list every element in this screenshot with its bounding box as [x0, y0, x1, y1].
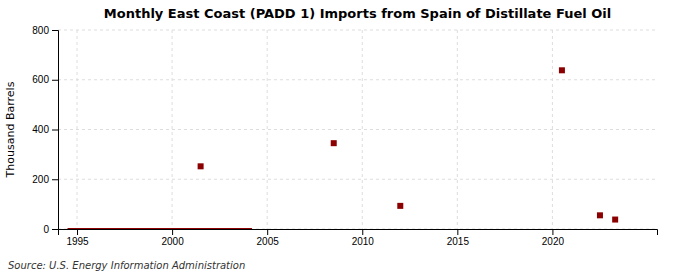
y-tick-label: 600 — [32, 74, 49, 85]
point — [397, 203, 403, 209]
y-tick-label: 400 — [32, 124, 49, 135]
x-grid-line — [267, 30, 268, 229]
x-grid-line — [172, 30, 173, 229]
y-tick: 800 — [32, 25, 58, 36]
x-tick-mark — [77, 229, 78, 235]
x-tick-mark — [552, 229, 553, 235]
chart: 1995 2000 2005 2010 2015 2020 0 200 400 600 800 Mon… — [0, 0, 675, 275]
title: Monthly East Coast (PADD 1) Imports from… — [104, 6, 611, 21]
x-tick: 1995 — [66, 229, 89, 247]
x-grid-line — [77, 30, 78, 229]
x-tick: 2015 — [447, 229, 470, 247]
y-axis-label: Thousand Barrels — [4, 81, 17, 178]
x-tick-label: 2010 — [352, 236, 375, 247]
source-note: Source: U.S. Energy Information Administ… — [8, 260, 245, 271]
plot-area: 1995 2000 2005 2010 2015 2020 0 200 400 600 800 — [32, 25, 657, 247]
x-tick: 2010 — [352, 229, 375, 247]
y-tick: 200 — [32, 174, 58, 185]
line — [68, 228, 252, 229]
x-grid-line — [552, 30, 553, 229]
y-grid-line — [58, 179, 657, 180]
y-grid-line — [58, 30, 657, 31]
x-tick: 2005 — [257, 229, 280, 247]
y-tick: 400 — [32, 124, 58, 135]
points — [198, 67, 619, 222]
y-tick-label: 800 — [32, 25, 49, 36]
x-tick-mark — [172, 229, 173, 235]
x-tick-label: 2000 — [161, 236, 184, 247]
grid — [58, 30, 657, 229]
y-axis: 0 200 400 600 800 — [32, 25, 58, 235]
y-tick: 0 — [43, 224, 58, 235]
y-tick-mark — [52, 229, 58, 230]
x-grid-line — [362, 30, 363, 229]
x-tick-mark — [362, 229, 363, 235]
point — [198, 163, 204, 169]
x-tick-label: 2015 — [447, 236, 470, 247]
y-tick-mark — [52, 130, 58, 131]
y-tick-mark — [52, 80, 58, 81]
y-tick-mark — [52, 179, 58, 180]
point — [331, 140, 337, 146]
x-tick-label: 1995 — [66, 236, 89, 247]
marks — [68, 67, 619, 229]
x-axis: 1995 2000 2005 2010 2015 2020 — [59, 229, 658, 247]
x-axis-line — [59, 230, 658, 236]
y-tick-label: 200 — [32, 174, 49, 185]
point — [612, 217, 618, 223]
x-tick: 2020 — [542, 229, 565, 247]
y-grid-line — [58, 129, 657, 130]
point — [559, 67, 565, 73]
x-tick-mark — [457, 229, 458, 235]
y-tick: 600 — [32, 74, 58, 85]
x-tick-label: 2020 — [542, 236, 565, 247]
y-grid-line — [58, 79, 657, 80]
y-tick-label: 0 — [43, 224, 49, 235]
x-tick-mark — [267, 229, 268, 235]
y-axis-line — [52, 31, 59, 230]
x-grid-line — [457, 30, 458, 229]
x-tick: 2000 — [161, 229, 184, 247]
point — [597, 212, 603, 218]
y-tick-mark — [52, 30, 58, 31]
x-tick-label: 2005 — [257, 236, 280, 247]
